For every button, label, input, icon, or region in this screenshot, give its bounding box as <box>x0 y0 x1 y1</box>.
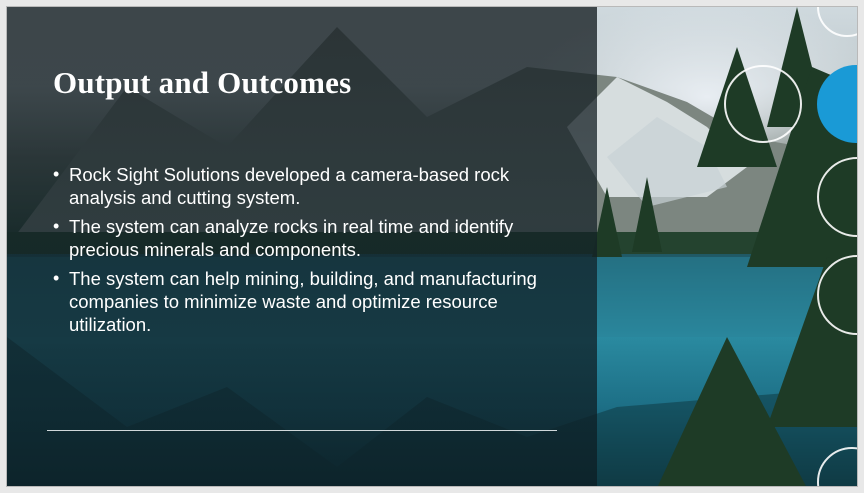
bullet-item: • The system can help mining, building, … <box>53 267 563 336</box>
bullet-list: • Rock Sight Solutions developed a camer… <box>53 163 563 342</box>
bullet-icon: • <box>53 164 60 184</box>
slide-title: Output and Outcomes <box>53 65 352 100</box>
bullet-icon: • <box>53 216 60 236</box>
presentation-slide[interactable]: Output and Outcomes • Rock Sight Solutio… <box>6 6 858 487</box>
bullet-text: The system can analyze rocks in real tim… <box>69 216 514 260</box>
bullet-icon: • <box>53 268 60 288</box>
bullet-item: • Rock Sight Solutions developed a camer… <box>53 163 563 209</box>
bullet-text: Rock Sight Solutions developed a camera-… <box>69 164 510 208</box>
text-overlay-panel <box>7 7 597 486</box>
bullet-item: • The system can analyze rocks in real t… <box>53 215 563 261</box>
divider-line <box>47 430 557 431</box>
bullet-text: The system can help mining, building, an… <box>69 268 537 335</box>
decorative-circle <box>724 65 802 143</box>
